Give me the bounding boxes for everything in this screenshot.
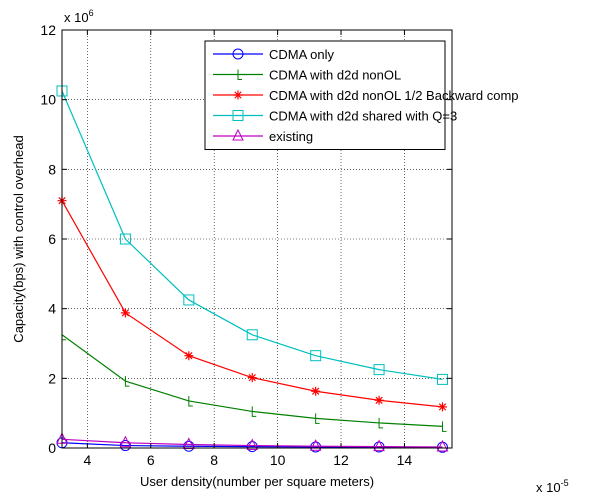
data-point bbox=[311, 386, 321, 396]
legend-marker bbox=[232, 48, 244, 60]
data-point bbox=[246, 441, 258, 453]
x-tick-label: 14 bbox=[397, 452, 413, 468]
data-point bbox=[374, 395, 384, 405]
data-point bbox=[373, 364, 385, 376]
data-point bbox=[183, 294, 195, 306]
data-point bbox=[119, 233, 131, 245]
legend-entry: CDMA with d2d shared with Q=3 bbox=[269, 109, 457, 124]
data-point bbox=[309, 439, 322, 451]
data-point bbox=[119, 435, 132, 448]
data-point bbox=[184, 351, 194, 361]
data-point bbox=[120, 308, 130, 318]
legend-marker bbox=[232, 110, 244, 121]
data-point bbox=[246, 438, 259, 451]
legend-entry: CDMA with d2d nonOL bbox=[269, 68, 401, 83]
y-tick-label: 12 bbox=[40, 22, 56, 38]
data-point bbox=[310, 441, 322, 453]
data-point bbox=[441, 421, 447, 432]
data-point bbox=[310, 350, 322, 362]
x-tick-label: 6 bbox=[147, 452, 155, 468]
y-multiplier: x 106 bbox=[64, 8, 94, 25]
legend-marker bbox=[237, 69, 242, 80]
x-tick-label: 4 bbox=[83, 452, 91, 468]
data-point bbox=[188, 395, 193, 407]
x-multiplier: x 10-5 bbox=[536, 478, 569, 495]
y-tick-label: 2 bbox=[48, 370, 56, 386]
data-point bbox=[373, 439, 385, 452]
x-tick-label: 10 bbox=[270, 452, 286, 468]
data-point bbox=[436, 373, 448, 385]
legend-marker bbox=[233, 90, 243, 100]
y-tick-label: 8 bbox=[48, 161, 56, 177]
data-point bbox=[378, 417, 384, 429]
y-tick-label: 4 bbox=[48, 301, 56, 317]
series-line bbox=[61, 90, 443, 380]
tick-layer: 4 6 8 10 12 14 0 2 4 6 8 10 12 bbox=[40, 22, 452, 468]
data-point bbox=[247, 373, 257, 383]
data-point bbox=[183, 440, 195, 452]
data-point bbox=[251, 406, 257, 417]
series-line bbox=[61, 438, 443, 448]
data-point bbox=[437, 402, 447, 412]
data-point bbox=[315, 413, 320, 424]
data-point bbox=[436, 439, 449, 452]
legend-marker bbox=[232, 128, 244, 141]
data-point bbox=[246, 329, 258, 341]
data-point bbox=[119, 440, 131, 452]
y-tick-label: 10 bbox=[40, 92, 56, 108]
y-tick-label: 0 bbox=[48, 440, 56, 456]
x-tick-label: 12 bbox=[333, 452, 349, 468]
data-point bbox=[183, 437, 195, 450]
data-point bbox=[124, 376, 130, 387]
x-tick-label: 8 bbox=[210, 452, 218, 468]
legend: CDMA only CDMA with d2d nonOL CDMA with d2… bbox=[204, 40, 519, 150]
legend-entry: existing bbox=[269, 129, 313, 144]
y-tick-label: 6 bbox=[48, 231, 56, 247]
y-axis-label: Capacity(bps) with control overhead bbox=[11, 135, 26, 342]
legend-entry: CDMA only bbox=[269, 47, 335, 62]
x-axis-label: User density(number per square meters) bbox=[140, 474, 374, 489]
legend-entry: CDMA with d2d nonOL 1/2 Backward comp bbox=[269, 88, 519, 103]
